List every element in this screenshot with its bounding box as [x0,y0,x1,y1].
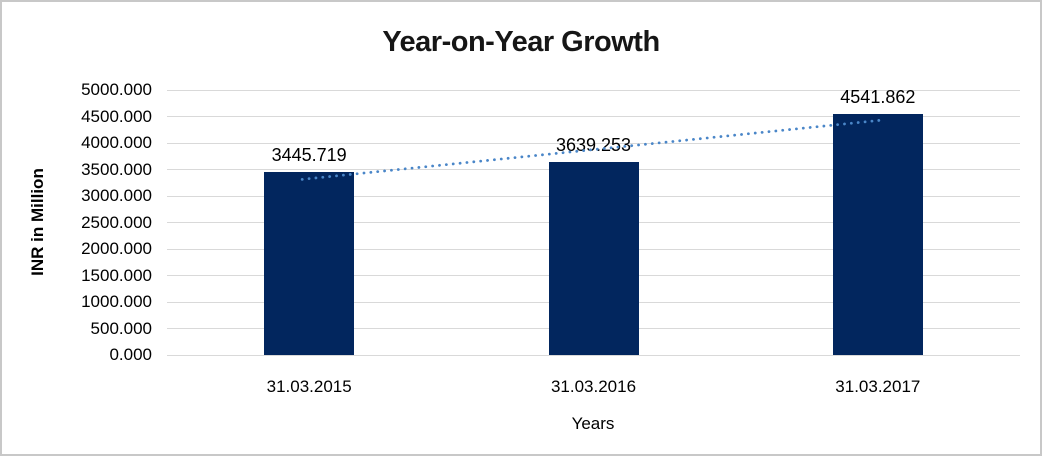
trendline-path [300,118,884,181]
y-tick-label: 500.000 [90,318,152,338]
x-tick-label: 31.03.2016 [550,377,637,396]
bar [548,162,639,355]
bar [832,114,923,355]
bar-data-label: 4541.862 [840,87,916,108]
y-tick-label: 1000.000 [81,292,152,311]
y-tick-label: 2000.000 [81,239,152,258]
y-tick-label: 3000.000 [81,186,152,205]
x-axis-title: Years [571,414,615,433]
y-tick-label: 0.000 [109,345,152,364]
chart-title: Year-on-Year Growth [382,26,660,58]
gridline [167,89,1020,91]
y-tick-label: 4000.000 [81,133,152,152]
gridline [167,116,1020,117]
gridline [167,142,1020,144]
y-tick-label: 3500.000 [81,159,152,179]
y-tick-label: 4500.000 [81,106,152,126]
y-tick-label: 1500.000 [81,265,152,285]
x-tick-label: 31.03.2017 [835,377,921,396]
bar-data-label: 3639.253 [555,135,632,156]
x-tick-label: 31.03.2015 [266,377,352,396]
gridline [167,354,1020,356]
y-tick-label: 2500.000 [81,212,152,232]
y-tick-label: 5000.000 [81,80,152,99]
bar-data-label: 3445.719 [271,145,347,166]
bar [264,172,355,355]
